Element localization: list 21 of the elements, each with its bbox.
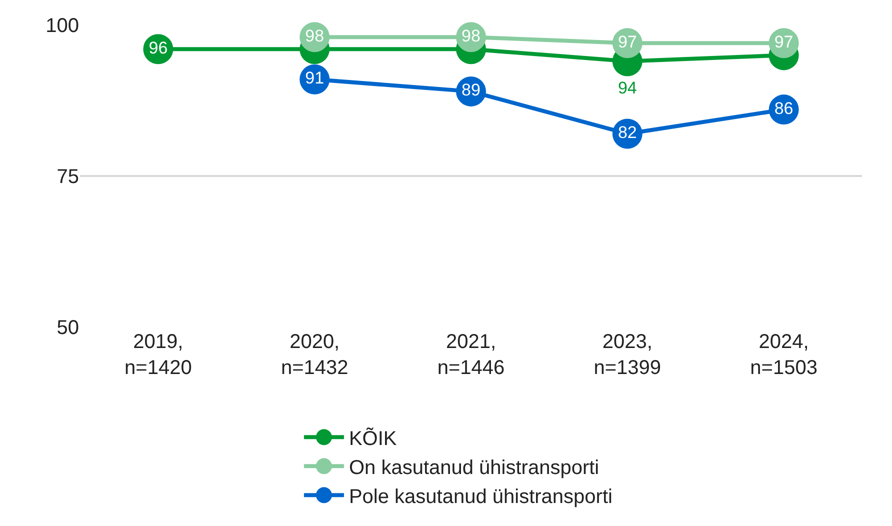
data-label: 82 [618, 122, 637, 142]
legend-label: On kasutanud ühistransporti [348, 456, 600, 479]
data-label: 98 [305, 26, 324, 46]
data-label: 97 [618, 32, 637, 52]
x-tick-label: 2021, n=1446 [437, 331, 505, 379]
data-label: 86 [774, 98, 794, 118]
data-label: 97 [774, 32, 794, 52]
data-label: 89 [462, 80, 480, 100]
legend-label: KÕIK [348, 426, 398, 450]
x-tick-label: 2024, n=1503 [750, 331, 818, 379]
data-label: 98 [462, 26, 480, 46]
x-tick-label: 2020, n=1432 [280, 331, 348, 379]
y-tick-label: 50 [56, 317, 79, 339]
legend-label: Pole kasutanud ühistransporti [348, 486, 612, 508]
x-tick-label: 2019, n=1420 [124, 331, 192, 379]
y-tick-label: 100 [46, 15, 79, 37]
data-label: 96 [148, 38, 168, 58]
data-label: 91 [305, 68, 324, 88]
data-label: 94 [618, 78, 637, 98]
y-tick-label: 75 [56, 166, 79, 188]
x-tick-label: 2023, n=1399 [594, 331, 662, 379]
